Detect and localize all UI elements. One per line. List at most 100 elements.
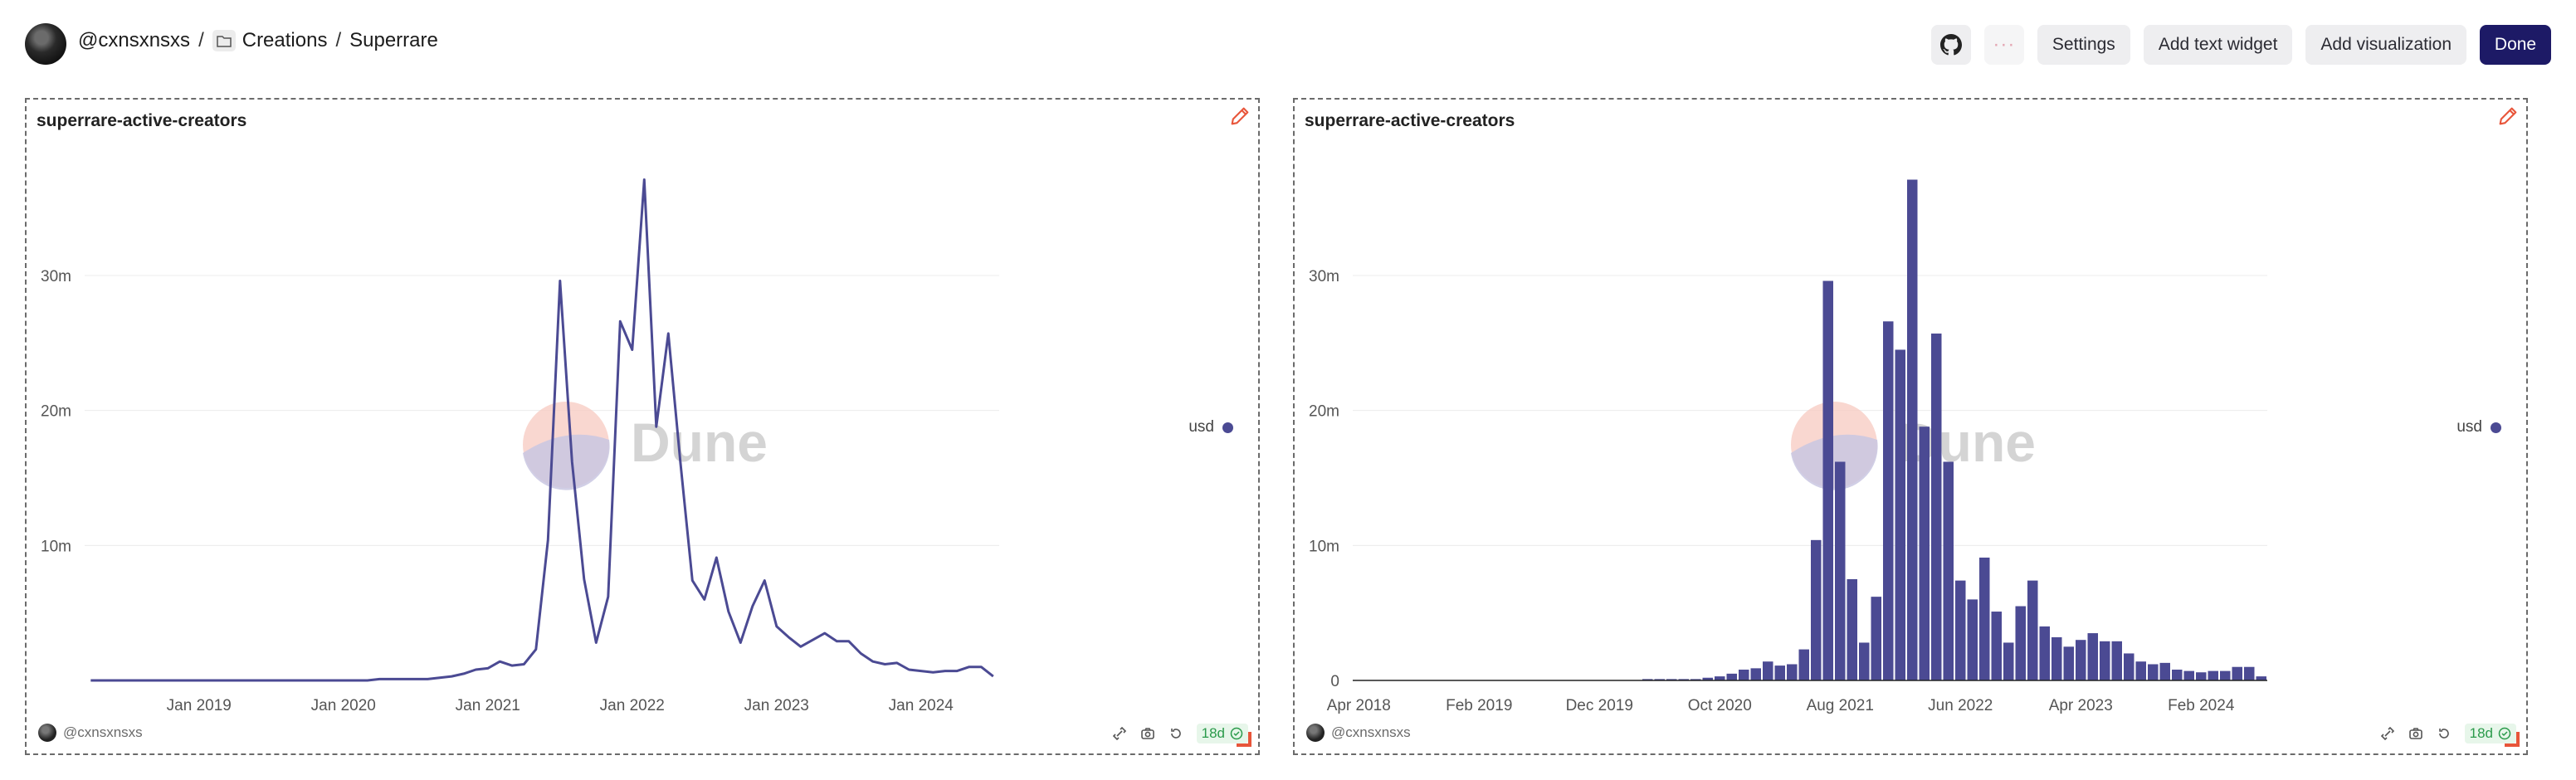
legend-dot — [2491, 422, 2501, 433]
bar — [1726, 673, 1737, 680]
add-visualization-button[interactable]: Add visualization — [2305, 25, 2466, 65]
chart-legend[interactable]: usd — [1188, 418, 1233, 436]
user-avatar[interactable] — [25, 23, 66, 65]
panel-title: superrare-active-creators — [37, 111, 247, 130]
bar — [1787, 664, 1798, 680]
data-age-label: 18d — [2469, 725, 2493, 741]
bar — [1847, 579, 1857, 680]
bar — [2100, 641, 2110, 680]
bar — [2183, 670, 2194, 680]
bar — [2052, 636, 2062, 680]
breadcrumb-separator: / — [198, 29, 204, 51]
github-button[interactable] — [1930, 25, 1971, 65]
widget-panel-bar[interactable]: superrare-active-creators 0 10m 20m 30m Dune… — [1293, 98, 2528, 755]
folder-icon — [212, 30, 236, 51]
x-tick-label: Jan 2022 — [600, 697, 665, 714]
x-tick-label: Feb 2024 — [2168, 697, 2235, 714]
x-tick-label: Dec 2019 — [1566, 697, 1633, 714]
x-tick-label: Apr 2018 — [1327, 697, 1391, 714]
bar — [2063, 646, 2074, 680]
bar — [2076, 640, 2086, 680]
breadcrumb-folder[interactable]: Creations — [242, 29, 328, 51]
bar — [1835, 461, 1846, 680]
x-tick-label: Jan 2021 — [456, 697, 520, 714]
bar — [2208, 670, 2218, 680]
x-tick-label: Apr 2023 — [2049, 697, 2113, 714]
resize-handle[interactable] — [1237, 732, 1251, 747]
resize-handle[interactable] — [2505, 732, 2520, 747]
dashboard-header: @cxnsxnsxs / Creations / Superrare ··· S… — [0, 0, 2576, 90]
pencil-icon[interactable] — [1228, 105, 1251, 128]
bar — [1883, 321, 1894, 680]
watermark-text: Dune — [631, 412, 768, 473]
panel-actions: 18d — [2380, 724, 2516, 743]
bar — [1654, 679, 1665, 680]
legend-dot — [1222, 422, 1233, 433]
y-tick-label: 10m — [1309, 538, 1339, 555]
done-button[interactable]: Done — [2480, 25, 2551, 65]
more-options-button[interactable]: ··· — [1983, 25, 2024, 65]
pencil-icon[interactable] — [2496, 105, 2520, 128]
author-avatar — [1306, 724, 1325, 742]
bar — [2135, 661, 2146, 680]
legend-label: usd — [2456, 418, 2482, 436]
bar — [2027, 580, 2038, 680]
y-tick-label: 30m — [1309, 268, 1339, 285]
bar — [2256, 676, 2266, 680]
bar — [2124, 653, 2134, 680]
bar — [2220, 670, 2231, 680]
bar — [1859, 642, 1870, 680]
y-tick-label: 20m — [41, 403, 71, 421]
bar — [2015, 606, 2026, 680]
bar — [1919, 427, 1930, 680]
bar — [1702, 677, 1713, 680]
bar — [1690, 679, 1701, 680]
camera-icon[interactable] — [1140, 726, 1155, 741]
panel-author[interactable]: @cxnsxnsxs — [38, 724, 143, 742]
bar — [1798, 649, 1809, 680]
panel-title: superrare-active-creators — [1305, 111, 1515, 130]
x-tick-label: Jan 2020 — [311, 697, 376, 714]
x-tick-label: Feb 2019 — [1446, 697, 1512, 714]
bar — [1811, 539, 1822, 680]
bar — [1967, 599, 1978, 680]
embed-icon[interactable] — [2380, 726, 2395, 741]
breadcrumb-username[interactable]: @cxnsxnsxs — [78, 29, 191, 51]
bar — [1822, 280, 1833, 680]
bar — [1739, 669, 1749, 680]
x-tick-label: Jun 2022 — [1928, 697, 1993, 714]
author-avatar — [38, 724, 56, 742]
bar — [1979, 557, 1990, 680]
check-circle-icon — [1230, 727, 1243, 740]
add-text-widget-button[interactable]: Add text widget — [2143, 25, 2293, 65]
bar — [2244, 666, 2255, 680]
breadcrumb-dashboard: Superrare — [349, 29, 438, 51]
x-tick-label: Oct 2020 — [1688, 697, 1752, 714]
bar — [1955, 580, 1966, 680]
data-age-badge: 18d — [2464, 724, 2516, 743]
embed-icon[interactable] — [1112, 726, 1127, 741]
bar — [2159, 662, 2170, 680]
chart-legend[interactable]: usd — [2456, 418, 2501, 436]
refresh-icon[interactable] — [2437, 726, 2452, 741]
camera-icon[interactable] — [2408, 726, 2423, 741]
y-tick-label: 20m — [1309, 403, 1339, 421]
settings-button[interactable]: Settings — [2037, 25, 2130, 65]
bar — [1931, 333, 1942, 680]
x-tick-label: Jan 2023 — [744, 697, 809, 714]
legend-label: usd — [1188, 418, 1214, 436]
y-tick-label: 0 — [1330, 673, 1339, 690]
bar — [2087, 633, 2098, 680]
refresh-icon[interactable] — [1168, 726, 1183, 741]
y-tick-label: 30m — [41, 268, 71, 285]
x-tick-label: Jan 2024 — [889, 697, 954, 714]
bar — [1895, 349, 1905, 680]
bar — [1991, 612, 2002, 680]
watermark-circle-bottom — [1791, 434, 1878, 490]
widget-panel-line[interactable]: superrare-active-creators 10m 20m 30m Dune J… — [25, 98, 1260, 755]
x-tick-label: Jan 2019 — [167, 697, 232, 714]
bar — [1907, 179, 1918, 681]
data-age-badge: 18d — [1196, 724, 1248, 743]
panel-author[interactable]: @cxnsxnsxs — [1306, 724, 1411, 742]
